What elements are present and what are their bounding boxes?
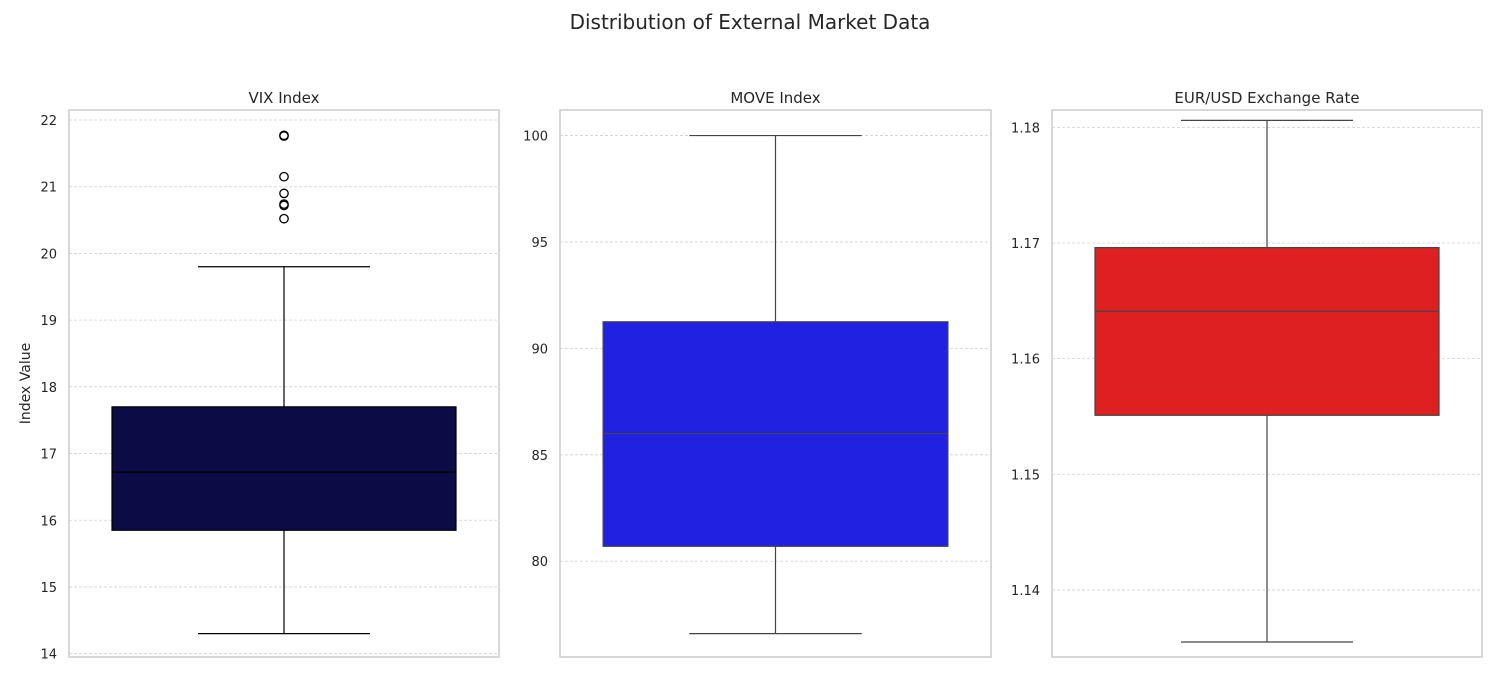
page-title: Distribution of External Market Data (569, 10, 931, 34)
move-ytick-label: 90 (531, 342, 548, 357)
panel-eurusd: 1.14 1.15 1.16 1.17 1.18 EUR/USD Exchange Rat… (1011, 89, 1483, 658)
eurusd-title: EUR/USD Exchange Rate (1174, 89, 1359, 107)
vix-outlier-point (279, 188, 289, 199)
vix-frame (68, 109, 500, 658)
move-ytick-label: 95 (531, 236, 548, 251)
eurusd-ytick-label: 1.18 (1011, 121, 1040, 136)
move-ytick-label: 100 (523, 130, 548, 145)
panel-move: 80 85 90 95 100 MOVE Index (523, 89, 992, 658)
vix-outlier-point (279, 199, 289, 209)
move-frame (559, 109, 992, 658)
vix-ytick-label: 21 (40, 181, 57, 196)
eurusd-ytick-label: 1.17 (1011, 237, 1040, 252)
move-title: MOVE Index (730, 89, 820, 107)
vix-ytick-label: 17 (40, 448, 57, 463)
vix-ytick-label: 14 (40, 648, 57, 663)
vix-title: VIX Index (248, 89, 319, 107)
eurusd-box (1094, 247, 1440, 416)
vix-outlier-point (279, 171, 289, 182)
move-ytick-label: 85 (531, 449, 548, 464)
vix-ylabel: Index Value (18, 343, 34, 424)
eurusd-frame (1051, 109, 1483, 658)
vix-ytick-label: 16 (40, 514, 57, 529)
move-ytick-label: 80 (531, 555, 548, 570)
panel-vix: 14 15 16 17 18 19 20 21 22 VIX Index Index Value (18, 89, 500, 663)
vix-outlier-point (279, 130, 289, 141)
vix-ytick-label: 18 (40, 381, 57, 396)
eurusd-ytick-label: 1.16 (1011, 353, 1040, 368)
vix-ytick-label: 19 (40, 314, 57, 329)
eurusd-ytick-label: 1.15 (1011, 468, 1040, 483)
vix-box (111, 406, 457, 531)
vix-ytick-label: 15 (40, 581, 57, 596)
vix-ytick-label: 22 (40, 114, 57, 129)
vix-ytick-label: 20 (40, 247, 57, 262)
eurusd-ytick-label: 1.14 (1011, 584, 1040, 599)
vix-outlier-point (279, 213, 289, 224)
